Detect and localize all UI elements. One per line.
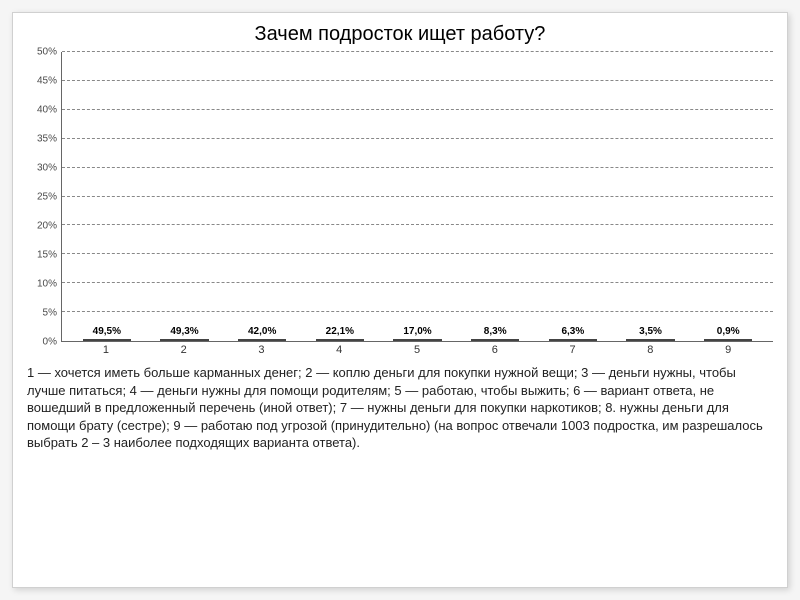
bar-value-label: 17,0% xyxy=(403,326,431,337)
gridline xyxy=(62,311,773,312)
gridline xyxy=(62,51,773,52)
x-tick-label: 2 xyxy=(145,342,223,356)
x-tick-label: 5 xyxy=(378,342,456,356)
gridline xyxy=(62,224,773,225)
y-tick-label: 35% xyxy=(37,134,57,145)
bar-value-label: 0,9% xyxy=(717,326,740,337)
chart-area: 0%5%10%15%20%25%30%35%40%45%50% 49,5%49,… xyxy=(27,52,773,342)
gridline xyxy=(62,80,773,81)
bar-value-label: 6,3% xyxy=(561,326,584,337)
x-tick-label: 4 xyxy=(300,342,378,356)
bar-slot: 22,1% xyxy=(301,339,379,341)
y-tick-label: 20% xyxy=(37,221,57,232)
chart-card: Зачем подросток ищет работу? 0% 5% 10% 15% 2… xyxy=(12,12,788,588)
plot-area: 49,5% 49,3% 42,0% 22,1% 17,0% 8,3% 6,3% 3,5% 0,9… xyxy=(61,52,773,342)
bar: 3,5% xyxy=(626,339,674,341)
y-tick-label: 25% xyxy=(37,192,57,203)
bar-slot: 49,5% xyxy=(68,339,146,341)
gridline xyxy=(62,196,773,197)
y-tick-label: 5% xyxy=(43,308,57,319)
y-tick-label: 0% xyxy=(43,337,57,348)
y-tick-label: 50% xyxy=(37,47,57,58)
x-tick-label: 8 xyxy=(611,342,689,356)
bar-value-label: 42,0% xyxy=(248,326,276,337)
y-tick-label: 45% xyxy=(37,76,57,87)
bar: 17,0% xyxy=(393,339,441,341)
bar: 8,3% xyxy=(471,339,519,341)
y-tick-label: 40% xyxy=(37,105,57,116)
gridline xyxy=(62,109,773,110)
bar: 42,0% xyxy=(238,339,286,341)
bar: 49,5% xyxy=(83,339,131,341)
bar-value-label: 22,1% xyxy=(326,326,354,337)
bar-slot: 49,3% xyxy=(146,339,224,341)
bar-value-label: 49,5% xyxy=(93,326,121,337)
x-axis: 123456789 xyxy=(61,342,773,356)
bars-row: 49,5% 49,3% 42,0% 22,1% 17,0% 8,3% 6,3% 3,5% 0,9… xyxy=(62,52,773,341)
bar-slot: 6,3% xyxy=(534,339,612,341)
x-tick-label: 1 xyxy=(67,342,145,356)
y-tick-label: 10% xyxy=(37,279,57,290)
gridline xyxy=(62,167,773,168)
bar-slot: 3,5% xyxy=(612,339,690,341)
bar-value-label: 49,3% xyxy=(170,326,198,337)
x-tick-label: 7 xyxy=(534,342,612,356)
bar-slot: 42,0% xyxy=(223,339,301,341)
bar: 0,9% xyxy=(704,339,752,341)
y-tick-label: 30% xyxy=(37,163,57,174)
bar-value-label: 3,5% xyxy=(639,326,662,337)
bar-slot: 8,3% xyxy=(456,339,534,341)
gridline xyxy=(62,138,773,139)
gridline xyxy=(62,282,773,283)
bar-value-label: 8,3% xyxy=(484,326,507,337)
x-tick-label: 6 xyxy=(456,342,534,356)
legend-text: 1 — хочется иметь больше карманных денег… xyxy=(27,364,773,452)
gridline xyxy=(62,253,773,254)
page-frame: Зачем подросток ищет работу? 0% 5% 10% 15% 2… xyxy=(0,0,800,600)
y-tick-label: 15% xyxy=(37,250,57,261)
x-tick-label: 9 xyxy=(689,342,767,356)
x-tick-label: 3 xyxy=(223,342,301,356)
chart-title: Зачем подросток ищет работу? xyxy=(27,23,773,46)
bar: 22,1% xyxy=(316,339,364,341)
bar: 6,3% xyxy=(549,339,597,341)
y-axis: 0%5%10%15%20%25%30%35%40%45%50% xyxy=(27,52,61,342)
bar-slot: 0,9% xyxy=(689,339,767,341)
bar-slot: 17,0% xyxy=(379,339,457,341)
bar: 49,3% xyxy=(160,339,208,341)
